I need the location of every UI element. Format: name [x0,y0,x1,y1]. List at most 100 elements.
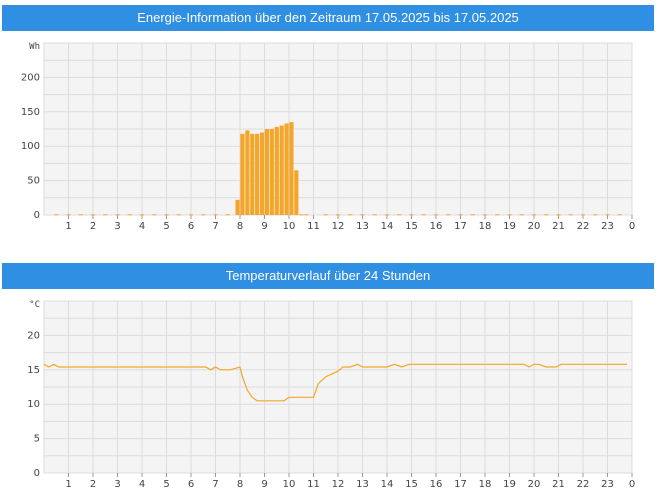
energy-bar [372,214,377,216]
energy-bar [264,129,270,215]
temperature-x-tick-label: 22 [577,479,590,490]
energy-bar [213,214,218,216]
energy-panel-header: Energie-Information über den Zeitraum 17… [2,5,654,31]
energy-bar [250,133,255,215]
energy-bar [495,214,500,216]
temperature-x-tick-label: 3 [114,479,120,490]
temperature-panel-header: Temperaturverlauf über 24 Stunden [2,263,654,289]
energy-bar [54,214,59,216]
energy-x-tick-label: 9 [261,221,267,232]
energy-x-tick-label: 11 [307,221,320,232]
energy-bar [201,214,206,216]
energy-bar [458,214,463,216]
energy-bar [240,133,245,215]
energy-bar [568,214,573,216]
energy-bar [470,214,475,216]
energy-bar [299,214,304,216]
energy-bar [176,214,181,216]
energy-bar [531,214,537,216]
energy-y-tick-label: 50 [27,176,40,187]
temperature-x-tick-label: 6 [188,479,194,490]
temperature-y-tick-label: 10 [27,399,40,410]
energy-bar [323,214,328,216]
energy-bar [507,214,512,216]
energy-bar [580,214,586,216]
temperature-x-tick-label: 1 [65,479,71,490]
energy-bar [274,126,279,215]
temperature-x-tick-label: 4 [139,479,145,490]
energy-bar [556,214,561,216]
energy-x-tick-label: 4 [139,221,145,232]
temperature-x-tick-label: 5 [163,479,169,490]
energy-x-tick-label: 18 [479,221,492,232]
energy-x-tick-label: 3 [114,221,120,232]
energy-bar [225,214,230,216]
temperature-x-tick-label: 14 [381,479,394,490]
energy-x-tick-label: 5 [163,221,169,232]
energy-panel-title: Energie-Information über den Zeitraum 17… [137,10,519,25]
energy-bar [255,133,260,215]
energy-bar [409,214,414,216]
energy-y-tick-label: 200 [21,72,40,83]
energy-bar [259,132,265,215]
energy-bar [164,214,169,216]
energy-x-tick-label: 8 [237,221,243,232]
energy-bar [139,214,145,216]
temperature-y-tick-label: 5 [34,434,40,445]
energy-x-tick-label: 22 [577,221,590,232]
energy-bar [103,214,108,216]
energy-bar [544,214,549,216]
energy-bar [335,214,341,216]
energy-bar [269,129,274,215]
temperature-x-tick-label: 19 [503,479,516,490]
temperature-x-tick-label: 12 [332,479,345,490]
temperature-series-line [43,363,628,402]
energy-x-tick-label: 21 [552,221,565,232]
energy-bar [66,214,71,216]
temperature-x-tick-label: 7 [212,479,218,490]
energy-bar [519,214,524,216]
energy-bar [482,214,488,216]
energy-bar [284,123,289,215]
energy-bar [617,214,622,216]
energy-bar [188,214,194,216]
temperature-x-tick-label: 21 [552,479,565,490]
energy-x-tick-label: 15 [405,221,418,232]
temperature-x-tick-label: 10 [283,479,296,490]
temperature-y-tick-label: 15 [27,365,40,376]
energy-bar [605,214,610,216]
temperature-x-tick-label: 8 [237,479,243,490]
energy-bar [245,130,250,215]
energy-bar [294,170,299,215]
energy-bar [304,214,309,216]
energy-x-tick-label: 23 [601,221,614,232]
energy-bar [593,214,598,216]
temperature-x-tick-label: 2 [90,479,96,490]
energy-x-tick-label: 6 [188,221,194,232]
energy-y-tick-label: 0 [34,210,40,221]
energy-x-tick-label: 12 [332,221,345,232]
energy-bar [446,214,451,216]
energy-x-tick-label: 19 [503,221,516,232]
energy-bar [78,214,83,216]
temperature-y-tick-label: 0 [34,468,40,479]
temperature-x-tick-label: 17 [454,479,467,490]
temperature-x-tick-label: 18 [479,479,492,490]
energy-x-tick-label: 1 [65,221,71,232]
energy-bar [360,214,365,216]
temperature-panel-title: Temperaturverlauf über 24 Stunden [225,268,431,283]
energy-y-tick-label: 150 [21,107,40,118]
energy-x-tick-label: 17 [454,221,467,232]
energy-bar [348,214,353,216]
energy-bar [90,214,96,216]
temperature-x-tick-label: 20 [528,479,541,490]
temperature-x-tick-label: 9 [261,479,267,490]
energy-bar [235,199,240,215]
energy-x-tick-label: 0 [629,221,635,232]
temperature-x-tick-label: 15 [405,479,418,490]
temperature-x-tick-label: 11 [307,479,320,490]
temperature-x-tick-label: 0 [629,479,635,490]
energy-bar [421,214,426,216]
